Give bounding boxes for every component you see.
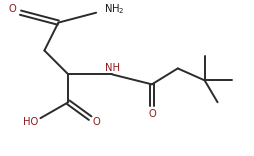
Text: HO: HO	[23, 117, 38, 127]
Text: O: O	[9, 4, 17, 14]
Text: NH$_2$: NH$_2$	[104, 2, 124, 16]
Text: O: O	[92, 117, 100, 127]
Text: O: O	[148, 109, 156, 119]
Text: NH: NH	[105, 63, 120, 73]
